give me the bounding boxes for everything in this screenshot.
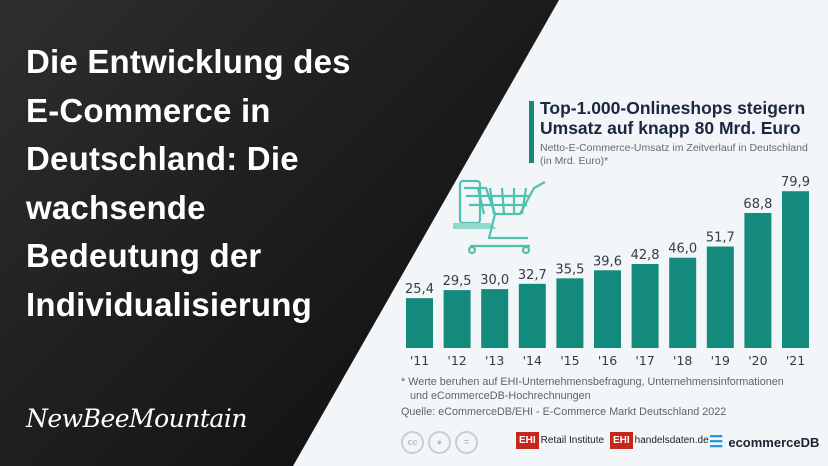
ecommercedb-logo: ☰ ecommerceDB: [709, 432, 819, 452]
bar: [406, 298, 433, 348]
chart-title-line: Umsatz auf knapp 80 Mrd. Euro: [540, 118, 801, 138]
value-label: 32,7: [518, 268, 547, 283]
x-tick-label: '21: [786, 353, 805, 368]
chart-subtitle-line: (in Mrd. Euro)*: [540, 154, 609, 167]
retail-label: Retail Institute: [540, 435, 605, 446]
x-tick-label: '15: [560, 353, 579, 368]
bar: [744, 212, 772, 348]
ehi-mark: EHI: [610, 432, 633, 449]
bar: [594, 270, 621, 348]
chart-title: Top-1.000-Onlineshops steigern Umsatz au…: [540, 98, 805, 138]
chart-title-line: Top-1.000-Onlineshops steigern: [540, 98, 806, 118]
value-label: 51,7: [706, 231, 735, 246]
value-label: 29,5: [443, 274, 472, 289]
value-label: 25,4: [405, 282, 434, 297]
x-tick-label: '12: [447, 353, 466, 368]
bar: [481, 289, 509, 348]
footnote: und eCommerceDB-Hochrechnungen: [410, 389, 591, 402]
ecommercedb-stack-icon: ☰: [709, 434, 724, 451]
headline-line: Individualisierung: [26, 285, 312, 323]
brand-logo: NewBeeMountain: [26, 404, 247, 433]
headline-line: Bedeutung der: [26, 237, 262, 274]
by-icon[interactable]: ●: [428, 431, 451, 454]
source: Quelle: eCommerceDB/EHI - E-Commerce Mar…: [401, 406, 727, 418]
ehi-retail-institute-logo: EHI Retail Institute: [516, 432, 604, 449]
headline-line: wachsende: [26, 188, 206, 226]
x-tick-label: '19: [711, 353, 730, 368]
x-tick-label: '20: [748, 353, 767, 368]
bar: [518, 283, 546, 348]
bar: [706, 246, 734, 348]
nd-icon[interactable]: =: [455, 431, 478, 454]
value-label: 42,8: [631, 248, 660, 263]
value-label: 79,9: [781, 175, 810, 190]
value-label: 68,8: [743, 197, 772, 212]
x-tick-label: '11: [410, 353, 429, 368]
x-tick-label: '17: [635, 353, 654, 368]
handelsdaten-logo: EHI handelsdaten.de: [610, 432, 709, 449]
x-tick-label: '13: [485, 353, 504, 368]
bar: [443, 290, 471, 348]
chart-notes: * Werte beruhen auf EHI-Unternehmensbefr…: [401, 376, 784, 420]
x-tick-label: '18: [673, 353, 692, 368]
value-label: 35,5: [555, 262, 584, 277]
chart-subtitle: Netto-E-Commerce-Umsatz im Zeitverlauf i…: [540, 142, 808, 167]
bar: [556, 278, 584, 348]
headline-line: Die Entwicklung des: [26, 43, 351, 80]
value-label: 46,0: [668, 242, 697, 257]
footnote: * Werte beruhen auf EHI-Unternehmensbefr…: [401, 376, 784, 388]
value-label: 39,6: [593, 254, 622, 269]
bar: [669, 257, 697, 348]
bar: [782, 191, 809, 348]
cc-icon[interactable]: cc: [401, 431, 424, 454]
x-tick-label: '14: [523, 353, 542, 368]
ecommercedb-label: ecommerceDB: [728, 434, 820, 450]
shopping-cart-laptop-icon: [453, 179, 546, 255]
headline: Die Entwicklung des E-Commerce in Deutsc…: [26, 38, 351, 329]
handelsdaten-label: handelsdaten.de: [634, 435, 709, 446]
headline-line: E-Commerce in: [26, 91, 271, 129]
title-accent-bar: [529, 101, 534, 163]
ehi-mark: EHI: [516, 432, 539, 449]
bar: [631, 264, 659, 348]
x-tick-label: '16: [598, 353, 617, 368]
chart-subtitle-line: Netto-E-Commerce-Umsatz im Zeitverlauf i…: [540, 142, 808, 154]
headline-line: Deutschland: Die: [26, 140, 299, 177]
value-label: 30,0: [480, 273, 509, 288]
